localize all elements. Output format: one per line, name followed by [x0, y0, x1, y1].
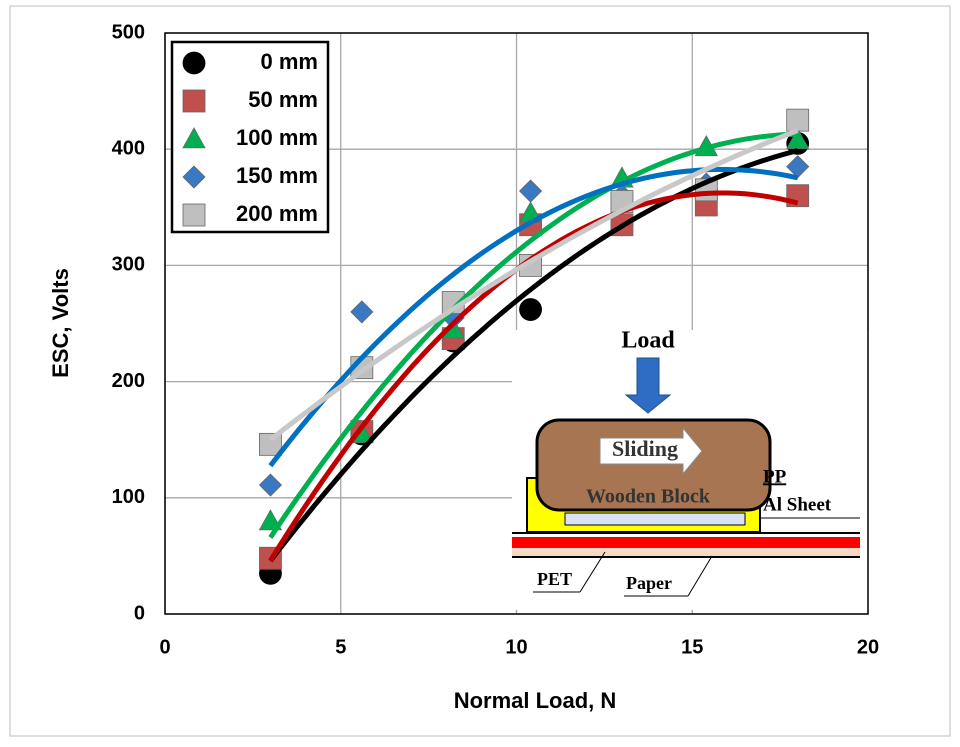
x-tick-label: 20 [857, 636, 879, 658]
inset-label: Paper [626, 573, 672, 593]
marks [258, 108, 810, 585]
inset-label: PP [763, 466, 787, 487]
trendline [268, 128, 799, 442]
trendline [268, 131, 798, 539]
y-tick-label: 200 [112, 370, 145, 392]
pointer [687, 555, 713, 597]
marker [182, 89, 206, 113]
wooden-block [535, 418, 772, 512]
paper-layer [512, 548, 860, 556]
x-tick-label: 10 [505, 636, 527, 658]
x-tick-label: 15 [681, 636, 703, 658]
inset-label: Load [621, 328, 675, 354]
x-tick-label: 5 [335, 636, 346, 658]
marker [258, 473, 283, 497]
y-tick-label: 300 [112, 254, 145, 276]
legend-label: 0 mm [261, 49, 318, 74]
legend-label: 50 mm [248, 87, 318, 112]
inset-diagram: Load Sliding Wooden Block PP Al Sheet PE… [512, 328, 872, 610]
y-tick-label: 400 [112, 137, 145, 159]
marker [182, 203, 206, 227]
trendline [268, 148, 799, 563]
pet-layer [512, 537, 860, 548]
sliding-arrow [599, 426, 703, 476]
y-tick-label: 100 [112, 486, 145, 508]
y-axis-label: ESC, Volts [48, 268, 73, 378]
marker [786, 108, 810, 132]
inset-label: PET [537, 569, 572, 589]
al-sheet [564, 512, 746, 526]
marker [350, 300, 374, 324]
load-arrow [624, 357, 672, 414]
pointer [579, 551, 606, 593]
legend-label: 100 mm [236, 125, 318, 150]
x-tick-label: 0 [159, 636, 170, 658]
marker [259, 432, 282, 456]
legend: 0 mm 50 mm 100 mm 150 mm 200 mm [170, 40, 330, 234]
plot-border [164, 32, 869, 615]
y-tick-label: 500 [112, 21, 145, 43]
inset-label: Wooden Block [586, 486, 711, 508]
marker [786, 128, 810, 150]
inset-label: Al Sheet [763, 494, 832, 515]
x-axis-label: Normal Load, N [454, 688, 617, 713]
marker [519, 298, 542, 321]
marker [182, 165, 206, 189]
y-tick-label: 0 [134, 602, 145, 624]
legend-label: 200 mm [236, 201, 318, 226]
legend-label: 150 mm [236, 163, 318, 188]
marker [182, 127, 206, 149]
marker [518, 179, 543, 203]
marker [182, 51, 206, 75]
inset-label: Sliding [612, 436, 678, 461]
